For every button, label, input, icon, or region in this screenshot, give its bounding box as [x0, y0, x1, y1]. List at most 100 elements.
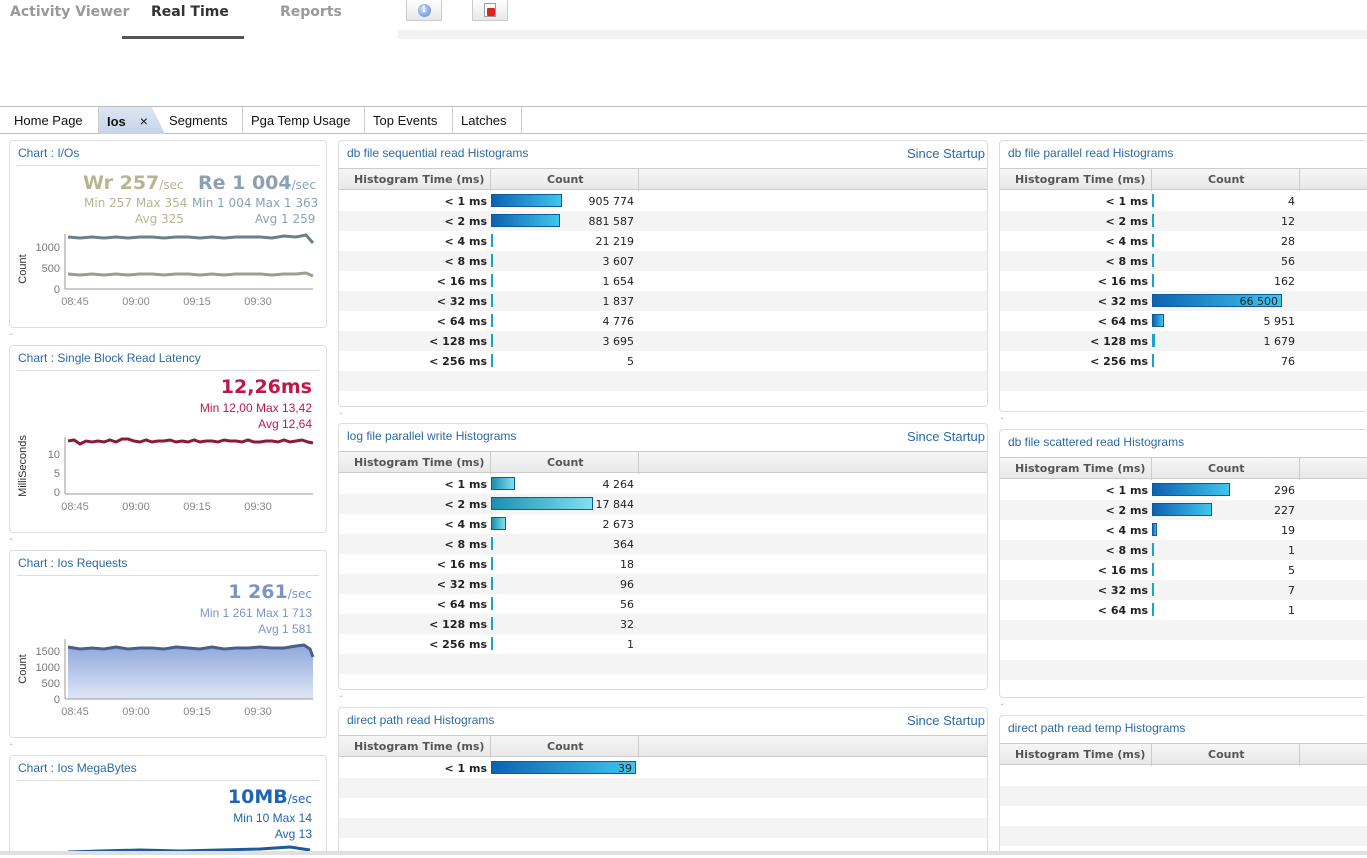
- table-row[interactable]: < 64 ms 1: [1000, 600, 1367, 620]
- table-row[interactable]: < 16 ms 1 654: [339, 271, 987, 291]
- column-header-time[interactable]: Histogram Time (ms): [1015, 748, 1146, 761]
- tab-latches[interactable]: Latches: [453, 107, 522, 134]
- table-row[interactable]: [1000, 640, 1367, 660]
- table-row[interactable]: < 4 ms 21 219: [339, 231, 987, 251]
- column-header-count[interactable]: Count: [1208, 462, 1245, 475]
- nav-tab-activity-viewer[interactable]: Activity Viewer: [10, 4, 130, 20]
- table-row[interactable]: < 4 ms 2 673: [339, 514, 987, 534]
- table-row[interactable]: < 1 ms 39: [339, 758, 987, 778]
- histogram-bucket-label: < 2 ms: [1105, 504, 1148, 517]
- histogram-bucket-label: < 4 ms: [444, 518, 487, 531]
- table-row[interactable]: < 32 ms 1 837: [339, 291, 987, 311]
- table-row[interactable]: < 128 ms 32: [339, 614, 987, 634]
- histogram-bar: [1152, 503, 1212, 516]
- since-startup-link[interactable]: Since Startup: [906, 713, 985, 728]
- close-window-button[interactable]: [472, 0, 508, 21]
- histogram-bucket-label: < 1 ms: [1105, 484, 1148, 497]
- table-row[interactable]: < 1 ms 4: [1000, 191, 1367, 211]
- x-tick-label: 09:15: [183, 501, 211, 513]
- table-row[interactable]: [1000, 660, 1367, 680]
- table-row[interactable]: [339, 818, 987, 838]
- table-row[interactable]: < 8 ms 364: [339, 534, 987, 554]
- resize-grip-icon[interactable]: ˶: [340, 408, 343, 417]
- resize-grip-icon[interactable]: ˶: [10, 739, 13, 748]
- column-header-time[interactable]: Histogram Time (ms): [354, 740, 485, 753]
- table-row[interactable]: [339, 778, 987, 798]
- column-header-time[interactable]: Histogram Time (ms): [354, 456, 485, 469]
- tab-top-events[interactable]: Top Events: [365, 107, 453, 134]
- table-row[interactable]: < 64 ms 4 776: [339, 311, 987, 331]
- table-row[interactable]: [1000, 766, 1367, 786]
- latency-avg: Avg 12,64: [258, 417, 312, 431]
- table-row[interactable]: < 256 ms 5: [339, 351, 987, 371]
- table-row[interactable]: [339, 798, 987, 818]
- column-header-time[interactable]: Histogram Time (ms): [1015, 462, 1146, 475]
- table-row[interactable]: < 2 ms 227: [1000, 500, 1367, 520]
- y-tick-label: 0: [54, 284, 60, 296]
- table-row[interactable]: < 32 ms 96: [339, 574, 987, 594]
- histogram-count: 19: [1281, 524, 1295, 537]
- tab-pga-temp-usage[interactable]: Pga Temp Usage: [243, 107, 365, 134]
- table-row[interactable]: < 4 ms 19: [1000, 520, 1367, 540]
- resize-grip-icon[interactable]: ˶: [1001, 413, 1004, 422]
- tab-ios[interactable]: Ios ×: [99, 107, 165, 134]
- tab-close-icon[interactable]: ×: [139, 113, 148, 129]
- column-header-count[interactable]: Count: [547, 740, 584, 753]
- resize-grip-icon[interactable]: ˶: [10, 329, 13, 338]
- table-row[interactable]: < 1 ms 296: [1000, 480, 1367, 500]
- histogram-bar: [491, 234, 493, 247]
- table-row[interactable]: [339, 371, 987, 391]
- since-startup-link[interactable]: Since Startup: [906, 429, 985, 444]
- tab-home-page[interactable]: Home Page: [6, 107, 99, 134]
- table-row[interactable]: < 32 ms 7: [1000, 580, 1367, 600]
- histogram-bucket-label: < 8 ms: [1105, 544, 1148, 557]
- resize-grip-icon[interactable]: ˶: [10, 534, 13, 543]
- table-row[interactable]: < 16 ms 5: [1000, 560, 1367, 580]
- table-row[interactable]: < 256 ms 76: [1000, 351, 1367, 371]
- table-row[interactable]: < 32 ms 66 500: [1000, 291, 1367, 311]
- table-row[interactable]: < 8 ms 1: [1000, 540, 1367, 560]
- x-tick-label: 08:45: [61, 501, 89, 513]
- table-row[interactable]: [1000, 826, 1367, 846]
- table-row[interactable]: < 16 ms 18: [339, 554, 987, 574]
- table-row[interactable]: < 2 ms 17 844: [339, 494, 987, 514]
- column-header-count[interactable]: Count: [1208, 173, 1245, 186]
- column-header-count[interactable]: Count: [1208, 748, 1245, 761]
- histogram-title: direct path read Histograms: [347, 713, 495, 727]
- table-row[interactable]: < 128 ms 3 695: [339, 331, 987, 351]
- info-button[interactable]: i: [406, 0, 442, 21]
- table-row[interactable]: [1000, 786, 1367, 806]
- table-row[interactable]: [1000, 806, 1367, 826]
- nav-tab-real-time[interactable]: Real Time: [151, 4, 229, 20]
- read-rate-number: Re 1 004: [198, 172, 292, 194]
- table-row[interactable]: < 2 ms 12: [1000, 211, 1367, 231]
- resize-grip-icon[interactable]: ˶: [340, 691, 343, 700]
- histogram-bucket-label: < 4 ms: [1105, 235, 1148, 248]
- column-header-count[interactable]: Count: [547, 173, 584, 186]
- table-row[interactable]: [339, 654, 987, 674]
- table-row[interactable]: < 16 ms 162: [1000, 271, 1367, 291]
- table-row[interactable]: < 64 ms 56: [339, 594, 987, 614]
- table-row[interactable]: [339, 838, 987, 858]
- column-header-time[interactable]: Histogram Time (ms): [354, 173, 485, 186]
- column-header-time[interactable]: Histogram Time (ms): [1015, 173, 1146, 186]
- table-row[interactable]: < 8 ms 56: [1000, 251, 1367, 271]
- table-row[interactable]: < 1 ms 905 774: [339, 191, 987, 211]
- y-axis-label: Count: [17, 254, 29, 283]
- tab-segments[interactable]: Segments: [161, 107, 243, 134]
- table-row[interactable]: < 1 ms 4 264: [339, 474, 987, 494]
- close-window-icon: [484, 3, 496, 17]
- table-row[interactable]: < 2 ms 881 587: [339, 211, 987, 231]
- table-row[interactable]: < 128 ms 1 679: [1000, 331, 1367, 351]
- table-row[interactable]: < 256 ms 1: [339, 634, 987, 654]
- table-row[interactable]: [1000, 371, 1367, 391]
- histogram-bar: [1152, 214, 1154, 227]
- table-row[interactable]: < 64 ms 5 951: [1000, 311, 1367, 331]
- resize-grip-icon[interactable]: ˶: [1001, 699, 1004, 708]
- table-row[interactable]: < 4 ms 28: [1000, 231, 1367, 251]
- table-row[interactable]: < 8 ms 3 607: [339, 251, 987, 271]
- column-header-count[interactable]: Count: [547, 456, 584, 469]
- table-row[interactable]: [1000, 620, 1367, 640]
- since-startup-link[interactable]: Since Startup: [906, 146, 985, 161]
- nav-tab-reports[interactable]: Reports: [280, 4, 342, 20]
